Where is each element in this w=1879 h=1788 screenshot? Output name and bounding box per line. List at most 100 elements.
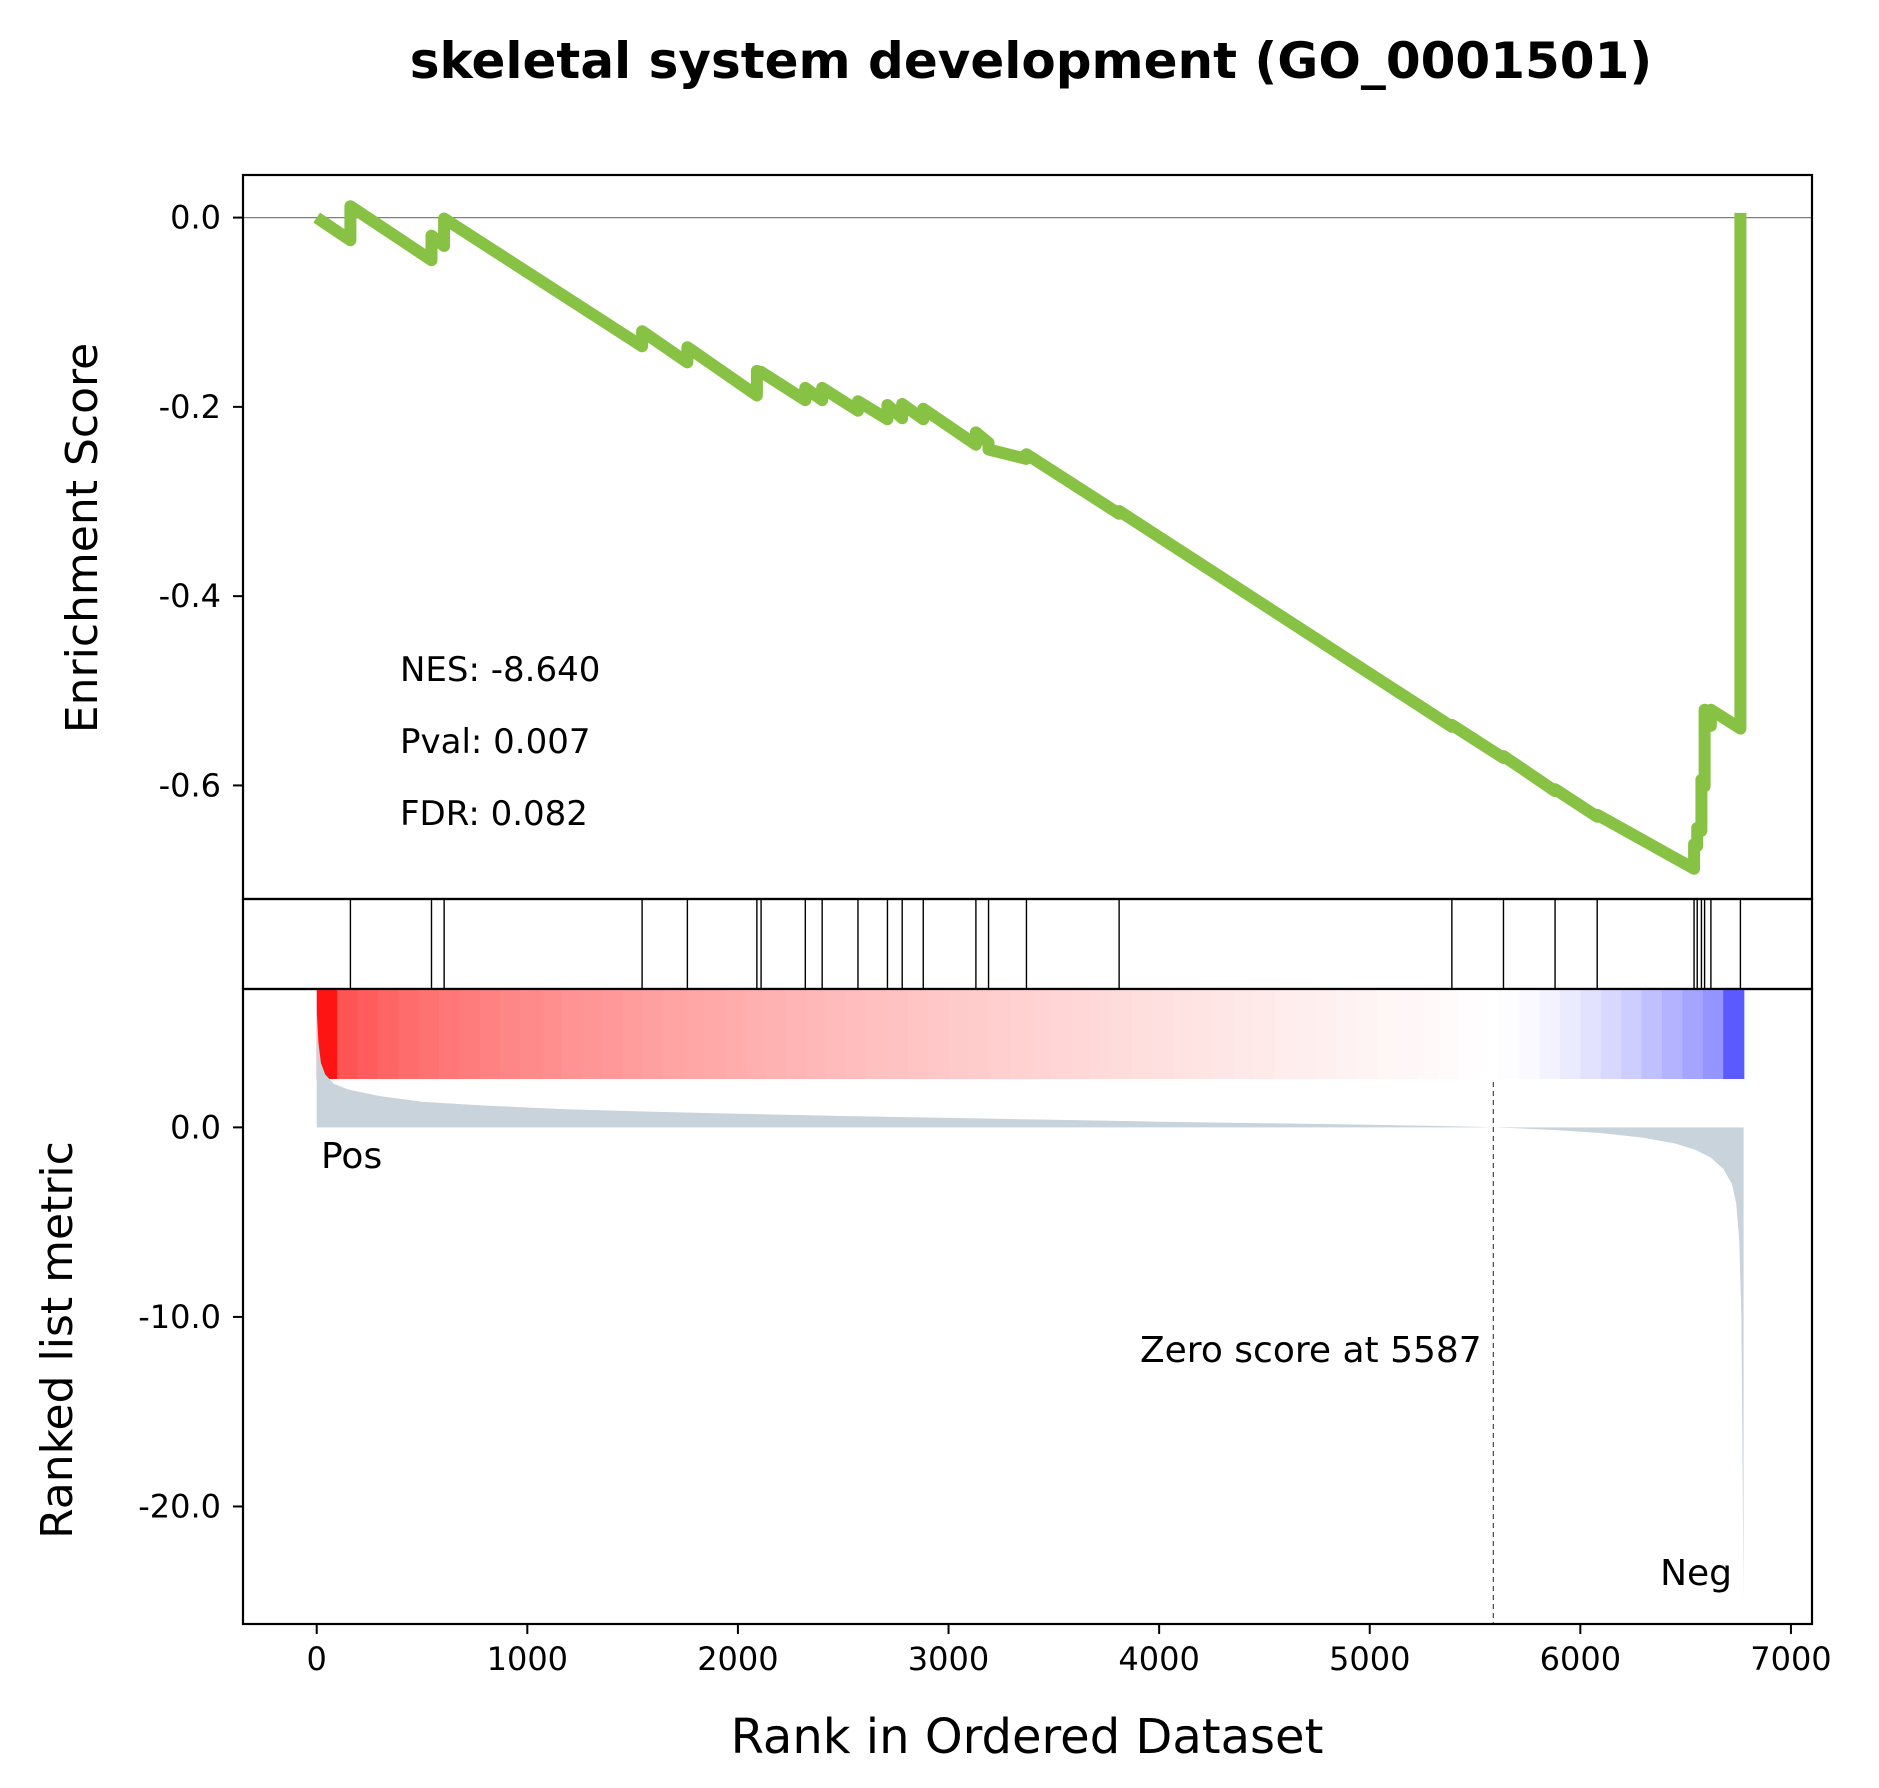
enrichment-score-panel: 0.0-0.2-0.4-0.6 NES: -8.640 Pval: 0.007 … xyxy=(57,173,1814,901)
color-band-segment xyxy=(1417,989,1439,1079)
color-band-segment xyxy=(887,989,909,1079)
ranked-metric-area xyxy=(316,1009,1744,1602)
color-band-segment xyxy=(1213,989,1235,1079)
color-band-segment xyxy=(846,989,868,1079)
color-band-segment xyxy=(1641,989,1663,1079)
color-band-segment xyxy=(1233,989,1256,1079)
enrichment-score-line xyxy=(313,200,1747,875)
color-band-segment xyxy=(1132,989,1154,1079)
rank-y-axis-label: Ranked list metric xyxy=(32,1141,83,1539)
gene-hits-panel xyxy=(241,897,1814,991)
color-band-segment xyxy=(1478,989,1500,1079)
color-band-segment xyxy=(357,989,379,1079)
es-y-tick-label: -0.6 xyxy=(159,766,221,804)
color-band-segment xyxy=(744,989,766,1079)
color-band-segment xyxy=(1193,989,1215,1079)
color-band-segment xyxy=(1356,989,1378,1079)
color-band-segment xyxy=(1539,989,1561,1079)
x-tick-label: 4000 xyxy=(1118,1640,1199,1678)
color-band-segment xyxy=(1152,989,1174,1079)
color-band-segment xyxy=(540,989,563,1079)
chart-title: skeletal system development (GO_0001501) xyxy=(410,32,1652,90)
rank-y-ticks: 0.0 -10.0 -20.0 xyxy=(138,1108,243,1525)
color-band-segment xyxy=(1600,989,1623,1079)
color-band-segment xyxy=(704,989,726,1079)
ranked-metric-panel: Pos Neg Zero score at 5587 0.0 -10.0 -20.0… xyxy=(32,987,1814,1626)
es-y-axis-label: Enrichment Score xyxy=(57,343,108,733)
color-band-segment xyxy=(724,989,746,1079)
es-y-tick-label: 0.0 xyxy=(170,199,221,237)
x-axis-label: Rank in Ordered Dataset xyxy=(731,1709,1324,1765)
color-band-segment xyxy=(1580,989,1602,1079)
pval-label: Pval: 0.007 xyxy=(400,722,591,762)
color-band-segment xyxy=(459,989,481,1079)
hits-frame xyxy=(241,897,1814,991)
rank-color-band xyxy=(316,989,1745,1079)
color-band-segment xyxy=(663,989,685,1079)
color-band-segment xyxy=(622,989,644,1079)
color-band-segment xyxy=(561,989,583,1079)
color-band-segment xyxy=(1376,989,1398,1079)
x-tick-label: 2000 xyxy=(697,1640,778,1678)
x-axis-ticks: 0 1000 2000 3000 4000 5000 6000 7000 xyxy=(307,1624,1832,1678)
color-band-segment xyxy=(316,989,338,1079)
color-band-segment xyxy=(439,989,461,1079)
color-band-segment xyxy=(1050,989,1072,1079)
color-band-segment xyxy=(1070,989,1093,1079)
rank-y-tick-label: -20.0 xyxy=(138,1487,221,1525)
color-band-segment xyxy=(418,989,440,1079)
color-band-segment xyxy=(642,989,665,1079)
color-band-segment xyxy=(1458,989,1480,1079)
rank-y-tick-label: -10.0 xyxy=(138,1298,221,1336)
x-tick-label: 6000 xyxy=(1540,1640,1621,1678)
color-band-segment xyxy=(1498,989,1521,1079)
color-band-segment xyxy=(1682,989,1704,1079)
color-band-segment xyxy=(1091,989,1113,1079)
color-band-segment xyxy=(1662,989,1684,1079)
color-band-segment xyxy=(805,989,828,1079)
hit-lines xyxy=(349,899,1742,989)
color-band-segment xyxy=(968,989,991,1079)
color-band-segment xyxy=(377,989,400,1079)
rank-plot-frame xyxy=(241,987,1814,1626)
rank-y-tick-label: 0.0 xyxy=(170,1108,221,1146)
color-band-segment xyxy=(479,989,501,1079)
x-tick-label: 1000 xyxy=(487,1640,568,1678)
nes-label: NES: -8.640 xyxy=(400,650,600,690)
color-band-segment xyxy=(581,989,603,1079)
color-band-segment xyxy=(765,989,787,1079)
color-band-segment xyxy=(337,989,359,1079)
color-band-segment xyxy=(1560,989,1582,1079)
x-tick-label: 3000 xyxy=(908,1640,989,1678)
color-band-segment xyxy=(1111,989,1133,1079)
color-band-segment xyxy=(1295,989,1317,1079)
color-band-segment xyxy=(989,989,1011,1079)
es-y-tick-label: -0.2 xyxy=(159,388,221,426)
es-y-ticks: 0.0 -0.2 -0.4 -0.6 xyxy=(159,199,243,804)
color-band-segment xyxy=(867,989,889,1079)
color-band-segment xyxy=(520,989,542,1079)
pos-label: Pos xyxy=(321,1136,382,1177)
color-band-segment xyxy=(683,989,705,1079)
color-band-segment xyxy=(1519,989,1541,1079)
color-band-segment xyxy=(928,989,950,1079)
color-band-segment xyxy=(1397,989,1419,1079)
x-tick-label: 7000 xyxy=(1750,1640,1831,1678)
neg-label: Neg xyxy=(1660,1553,1732,1594)
color-band-segment xyxy=(1274,989,1296,1079)
es-y-tick-label: -0.4 xyxy=(159,577,221,615)
zero-score-label: Zero score at 5587 xyxy=(1140,1330,1482,1371)
color-band-segment xyxy=(948,989,970,1079)
color-band-segment xyxy=(826,989,848,1079)
fdr-label: FDR: 0.082 xyxy=(400,794,588,834)
color-band-segment xyxy=(1437,989,1459,1079)
color-band-segment xyxy=(1009,989,1031,1079)
x-tick-label: 5000 xyxy=(1329,1640,1410,1678)
color-band-segment xyxy=(1723,989,1745,1079)
color-band-segment xyxy=(1254,989,1276,1079)
color-band-segment xyxy=(1621,989,1643,1079)
color-band-segment xyxy=(1702,989,1724,1079)
color-band-segment xyxy=(500,989,522,1079)
color-band-segment xyxy=(398,989,420,1079)
